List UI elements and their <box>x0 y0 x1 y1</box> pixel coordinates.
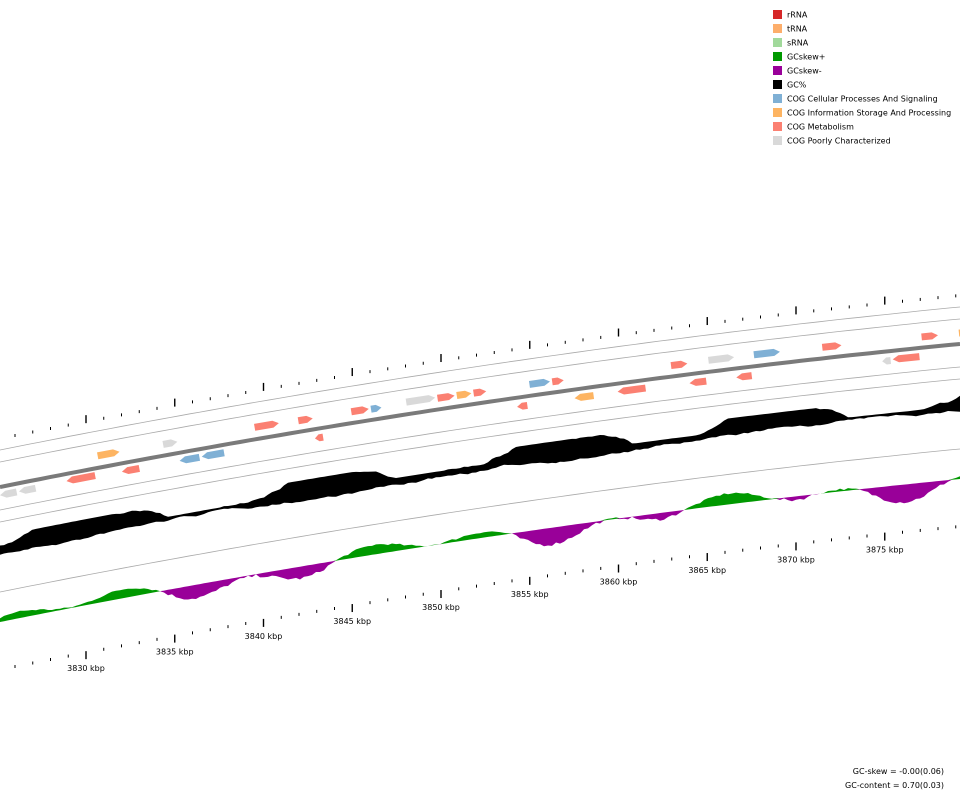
gc-skew-positive <box>0 476 960 622</box>
tick-label: 3865 kbp <box>688 566 726 575</box>
legend-item: GCskew- <box>773 66 822 76</box>
gene-feature <box>882 357 892 365</box>
legend-swatch <box>773 94 782 103</box>
track-line <box>0 366 960 511</box>
gene-feature <box>162 439 178 448</box>
legend-swatch <box>773 66 782 75</box>
legend-swatch <box>773 10 782 19</box>
tick-label: 3860 kbp <box>600 578 638 587</box>
tick-label: 3835 kbp <box>156 648 194 657</box>
gene-feature <box>121 465 140 475</box>
track-line <box>0 378 960 523</box>
gene-feature <box>921 332 938 341</box>
legend-label: COG Poorly Characterized <box>787 137 891 146</box>
gene-feature <box>201 449 225 460</box>
gene-feature <box>670 360 688 370</box>
gene-feature <box>551 377 564 386</box>
gene-feature <box>18 484 37 494</box>
tick-label: 3855 kbp <box>511 590 549 599</box>
gene-feature <box>314 433 324 442</box>
track-line <box>0 306 960 451</box>
gc-content-plot <box>0 395 960 555</box>
track-line <box>0 318 960 463</box>
gene-feature <box>528 378 550 388</box>
gene-feature <box>736 372 753 381</box>
gene-feature <box>517 401 528 410</box>
gene-feature <box>821 342 842 351</box>
gene-feature <box>370 404 382 413</box>
legend-item: sRNA <box>773 38 809 48</box>
legend-item: tRNA <box>773 24 808 34</box>
gene-feature <box>179 453 201 464</box>
gene-feature <box>574 392 595 401</box>
gene-feature <box>350 406 369 416</box>
gene-feature <box>254 420 279 431</box>
legend-label: COG Cellular Processes And Signaling <box>787 95 938 104</box>
legend-label: COG Information Storage And Processing <box>787 109 951 118</box>
legend-swatch <box>773 38 782 47</box>
legend-label: GCskew+ <box>787 53 825 62</box>
tick-label: 3840 kbp <box>245 632 283 641</box>
gene-feature <box>0 488 18 498</box>
legend-item: GC% <box>773 80 807 90</box>
gene-feature <box>436 393 455 402</box>
gene-feature <box>297 415 313 425</box>
tick-label: 3870 kbp <box>777 555 815 564</box>
legend-label: GC% <box>787 81 807 90</box>
gene-feature <box>405 395 436 406</box>
legend-item: COG Metabolism <box>773 122 854 132</box>
legend-item: rRNA <box>773 10 808 20</box>
tick-label: 3875 kbp <box>866 546 904 555</box>
gene-feature <box>473 388 487 397</box>
legend-swatch <box>773 24 782 33</box>
footer-stat: GC-skew = -0.00(0.06) <box>853 767 944 776</box>
legend-swatch <box>773 122 782 131</box>
gene-feature <box>707 354 735 364</box>
legend-swatch <box>773 80 782 89</box>
gene-feature <box>617 384 647 395</box>
legend-swatch <box>773 136 782 145</box>
tick-label: 3845 kbp <box>333 617 371 626</box>
legend-item: COG Cellular Processes And Signaling <box>773 94 938 104</box>
tick-label: 3830 kbp <box>67 664 105 673</box>
gene-feature <box>753 348 780 359</box>
legend-item: COG Poorly Characterized <box>773 136 891 146</box>
gene-feature <box>689 377 707 386</box>
backbone <box>0 342 960 489</box>
track-line <box>0 448 960 593</box>
gene-feature <box>892 353 920 363</box>
gene-feature <box>66 472 96 484</box>
legend-swatch <box>773 52 782 61</box>
legend-label: sRNA <box>787 39 809 48</box>
legend-label: GCskew- <box>787 67 822 76</box>
legend-item: COG Information Storage And Processing <box>773 108 951 118</box>
legend-swatch <box>773 108 782 117</box>
gene-feature <box>97 449 120 460</box>
gc-skew-negative <box>0 479 960 622</box>
gene-feature <box>456 390 472 399</box>
tick-label: 3850 kbp <box>422 603 460 612</box>
legend-item: GCskew+ <box>773 52 825 62</box>
legend-label: tRNA <box>787 25 808 34</box>
footer-stat: GC-content = 0.70(0.03) <box>845 781 944 790</box>
legend-label: COG Metabolism <box>787 123 854 132</box>
legend-label: rRNA <box>787 11 808 20</box>
